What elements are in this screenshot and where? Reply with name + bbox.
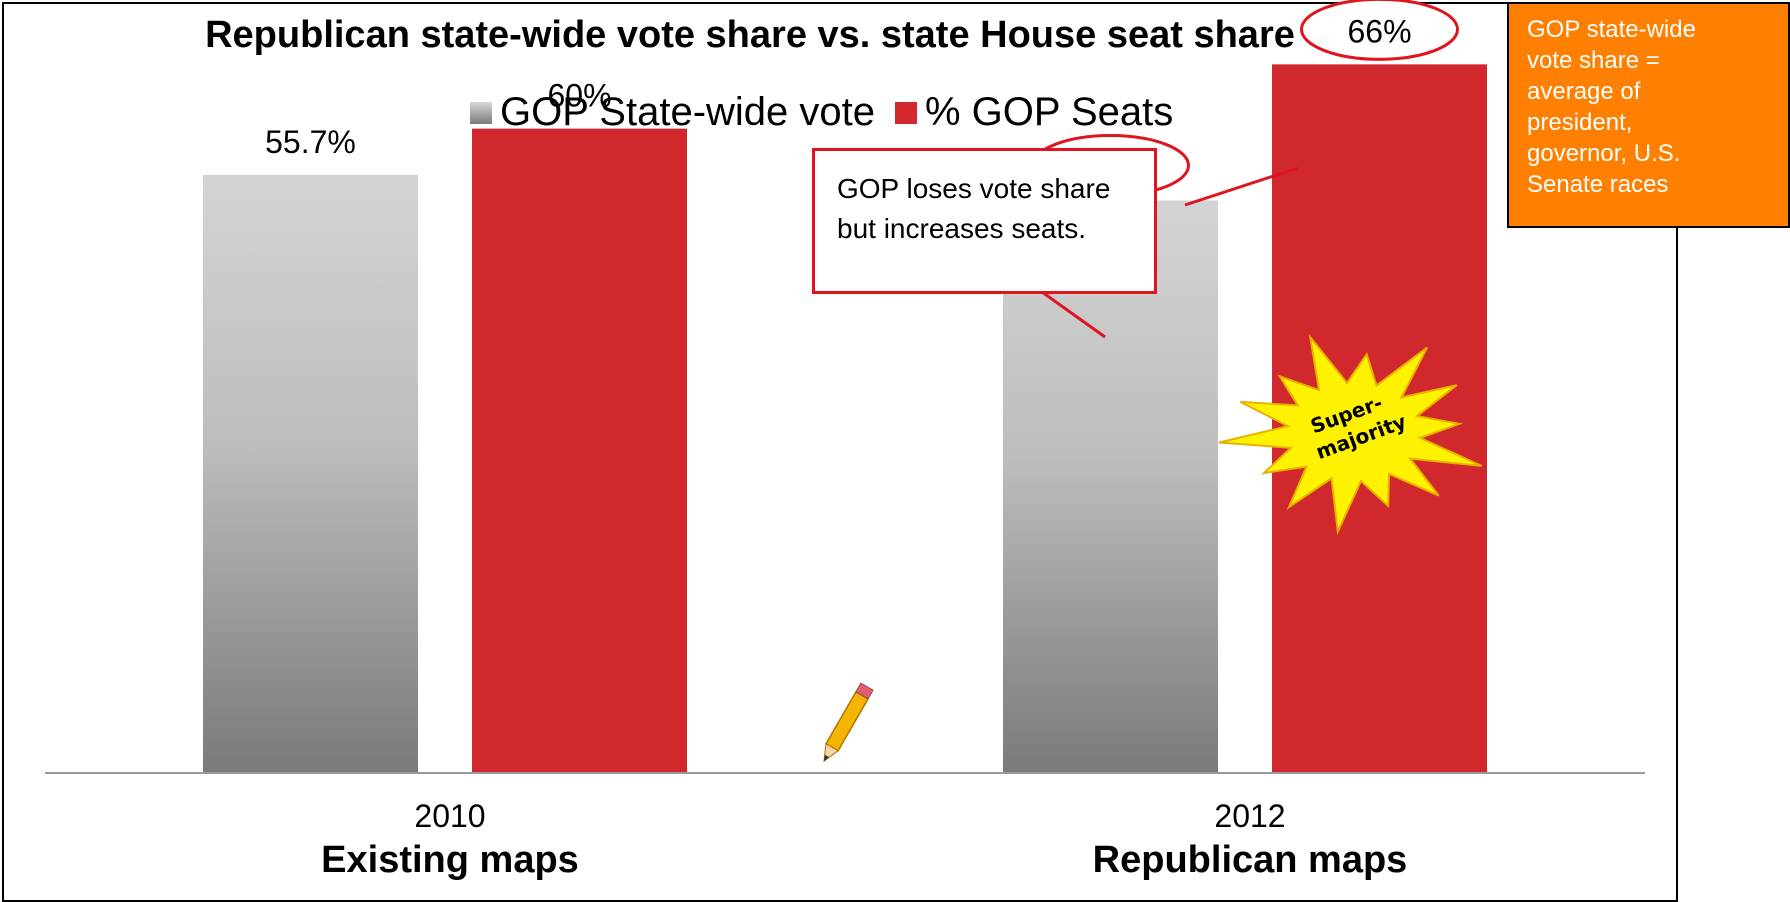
note-line-6: Senate races (1527, 171, 1669, 198)
value-label-seats-2012: 66% (1347, 13, 1411, 49)
bars-group: 55.7%60%53.3%66% (203, 0, 1487, 773)
legend-item-vote: GOP State-wide vote (470, 90, 875, 135)
note-line-4: president, (1527, 109, 1633, 136)
legend-swatch-seats (895, 101, 917, 124)
bar-vote-2012 (1003, 200, 1218, 772)
note-line-1: GOP state-wide (1527, 16, 1696, 43)
category-label-2012: 2012 (1214, 798, 1286, 834)
value-label-ellipse-seats-2012 (1300, 0, 1459, 61)
category-2012: 2012 Republican maps (1000, 798, 1500, 882)
callout-connector-66 (1184, 166, 1299, 207)
legend-label-vote: GOP State-wide vote (500, 90, 875, 134)
bar-vote-2010 (203, 174, 418, 772)
category-sublabel-existing: Existing maps (321, 839, 579, 881)
note-line-5: governor, U.S. (1527, 140, 1681, 167)
note-line-3: average of (1527, 78, 1641, 105)
callout-line-2: but increases seats. (837, 213, 1087, 244)
note-line-2: vote share = (1527, 47, 1660, 74)
value-label-seats-2010: 60% (547, 78, 611, 114)
pencil-icon (823, 682, 874, 763)
bar-seats-2010 (472, 128, 687, 772)
callout-line-1: GOP loses vote share (837, 173, 1111, 204)
legend-swatch-vote (470, 101, 492, 124)
legend: GOP State-wide vote % GOP Seats (470, 90, 1173, 135)
legend-item-seats: % GOP Seats (895, 90, 1173, 135)
category-2010: 2010 Existing maps (200, 798, 700, 882)
category-label-2010: 2010 (414, 798, 486, 834)
value-label-vote-2010: 55.7% (265, 124, 356, 160)
callout-box: GOP loses vote share but increases seats… (812, 148, 1157, 294)
super-majority-starburst: Super- majority (1218, 333, 1483, 536)
category-sublabel-republican: Republican maps (1092, 839, 1408, 881)
chart-title: Republican state-wide vote share vs. sta… (205, 14, 1295, 56)
note-box: GOP state-wide vote share = average of p… (1507, 2, 1790, 228)
legend-label-seats: % GOP Seats (925, 90, 1174, 134)
